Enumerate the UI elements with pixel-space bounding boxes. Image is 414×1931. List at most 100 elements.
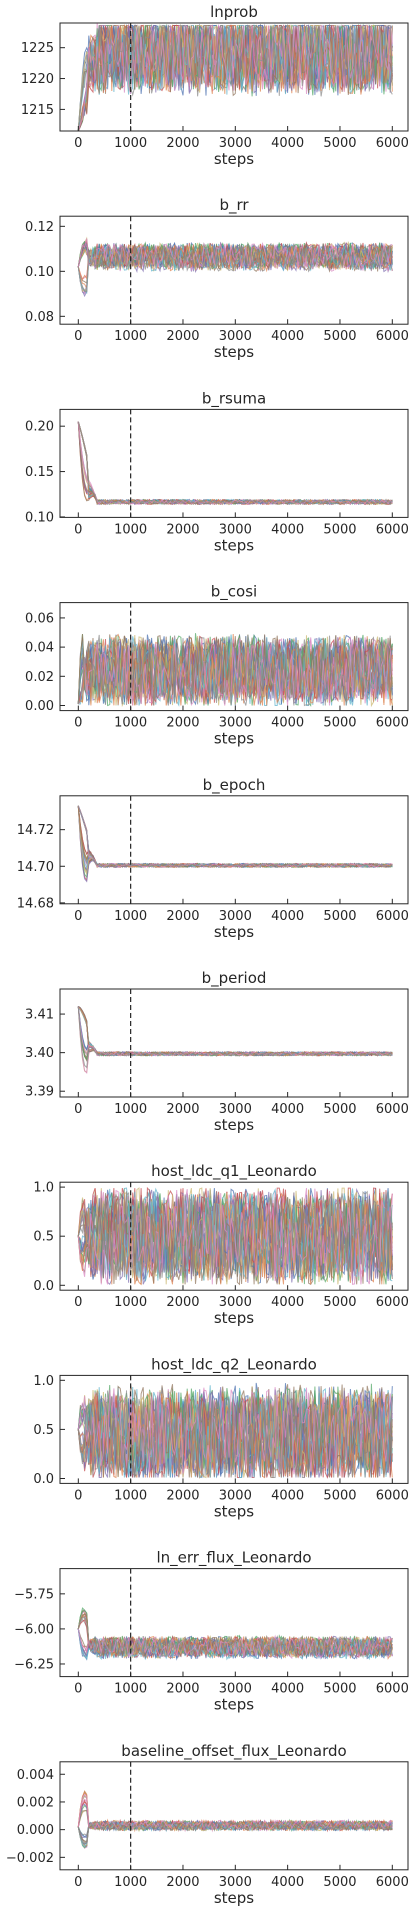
x-tick-label: 3000 (219, 1295, 252, 1310)
walker-line (77, 805, 393, 868)
walker-line (77, 1006, 393, 1074)
x-tick-label: 3000 (219, 1488, 252, 1503)
walker-line (77, 421, 393, 506)
x-tick-label: 0 (74, 1875, 82, 1890)
walker-line (77, 421, 393, 505)
x-tick-label: 5000 (323, 1682, 356, 1697)
walker-line (77, 805, 393, 868)
walker-line (77, 805, 393, 868)
walker-line (77, 1200, 393, 1285)
y-tick-label: 0.02 (25, 670, 54, 685)
walker-line (77, 805, 393, 871)
y-tick-label: 14.70 (17, 860, 54, 875)
y-tick-label: 1220 (21, 72, 54, 87)
x-axis-label: steps (214, 150, 254, 168)
panel-title: b_epoch (203, 776, 266, 795)
walker-line (77, 421, 393, 505)
panel-3: b_cosi 0 1000 2000 3000 4000 5000 6000 steps 0.00… (25, 583, 409, 748)
y-tick-label: 0.10 (25, 265, 54, 280)
walker-line (77, 1006, 393, 1057)
x-tick-label: 1000 (114, 1295, 147, 1310)
walker-line (77, 421, 393, 506)
x-tick-label: 3000 (219, 1102, 252, 1117)
y-tick-label: 3.41 (25, 1008, 54, 1023)
y-tick-label: 3.39 (25, 1085, 54, 1100)
y-tick-label: 0.5 (33, 1423, 54, 1438)
x-tick-label: 0 (74, 1682, 82, 1697)
walker-line (77, 805, 393, 868)
panel-title: lnprob (210, 3, 258, 21)
walker-line (77, 1006, 393, 1057)
walker-line (77, 805, 393, 868)
x-tick-label: 2000 (166, 136, 199, 151)
y-tick-label: −5.75 (14, 1587, 54, 1602)
walker-line (77, 1006, 393, 1069)
x-tick-label: 1000 (114, 329, 147, 344)
walker-line (77, 805, 393, 869)
walker-line (77, 805, 393, 870)
x-tick-label: 0 (74, 1102, 82, 1117)
walker-line (77, 1006, 393, 1057)
walker-line (77, 421, 393, 505)
panel-title: host_ldc_q2_Leonardo (151, 1355, 317, 1374)
axes-frame (59, 408, 409, 518)
walker-line (77, 1006, 393, 1057)
walker-line (77, 805, 393, 868)
x-tick-label: 2000 (166, 1488, 199, 1503)
panel-8: ln_err_flux_Leonardo 0 1000 2000 3000 4000 500… (14, 1549, 409, 1714)
y-tick-label: 0.004 (17, 1768, 54, 1783)
walker-line (77, 805, 393, 868)
walker-line (77, 1006, 393, 1057)
walker-line (77, 1006, 393, 1061)
walker-line (77, 1006, 393, 1057)
x-tick-label: 5000 (323, 1295, 356, 1310)
walker-line (77, 421, 393, 506)
walker-line (77, 1006, 393, 1057)
walker-line (77, 805, 393, 872)
y-tick-label: 0.20 (25, 420, 54, 435)
x-tick-label: 2000 (166, 1875, 199, 1890)
panel-2: b_rsuma 0 1000 2000 3000 4000 5000 6000 steps 0.1… (25, 389, 409, 554)
x-tick-label: 2000 (166, 716, 199, 731)
x-tick-label: 4000 (271, 1295, 304, 1310)
panel-title: baseline_offset_flux_Leonardo (121, 1742, 346, 1761)
x-axis-label: steps (214, 730, 254, 748)
walker-line (77, 805, 393, 873)
walker-traces (77, 1005, 393, 1074)
walker-line (77, 1006, 393, 1057)
walker-traces (77, 236, 393, 298)
x-axis-label: steps (214, 343, 254, 361)
walker-line (78, 1005, 393, 1057)
walker-traces (77, 1790, 393, 1849)
panel-1: b_rr 0 1000 2000 3000 4000 5000 6000 steps 0.08 0.… (25, 196, 409, 361)
x-tick-label: 5000 (323, 909, 356, 924)
x-tick-label: 3000 (219, 909, 252, 924)
axes-frame (59, 1761, 409, 1871)
y-tick-label: 3.40 (25, 1046, 54, 1061)
walker-line (77, 805, 393, 868)
x-tick-label: 0 (74, 522, 82, 537)
y-tick-label: 1225 (21, 41, 54, 56)
walker-traces (77, 23, 393, 131)
y-tick-label: 0.5 (33, 1230, 54, 1245)
walker-line (77, 421, 393, 505)
walker-line (77, 1006, 393, 1074)
panel-4: b_epoch 0 1000 2000 3000 4000 5000 6000 steps 14.… (17, 776, 409, 941)
walker-line (77, 421, 393, 505)
x-tick-label: 1000 (114, 1488, 147, 1503)
x-tick-label: 4000 (271, 909, 304, 924)
y-tick-label: 0.06 (25, 611, 54, 626)
walker-line (77, 1006, 393, 1061)
x-tick-label: 4000 (271, 1875, 304, 1890)
x-tick-label: 1000 (114, 136, 147, 151)
axes-frame (59, 795, 409, 905)
x-tick-label: 1000 (114, 1875, 147, 1890)
walker-line (77, 421, 393, 506)
walker-line (77, 1191, 393, 1278)
walker-line (77, 1006, 393, 1060)
walker-line (77, 421, 393, 505)
walker-line (77, 1006, 393, 1056)
panel-9: baseline_offset_flux_Leonardo 0 1000 2000 30… (6, 1742, 409, 1907)
y-tick-label: 0.12 (25, 220, 54, 235)
